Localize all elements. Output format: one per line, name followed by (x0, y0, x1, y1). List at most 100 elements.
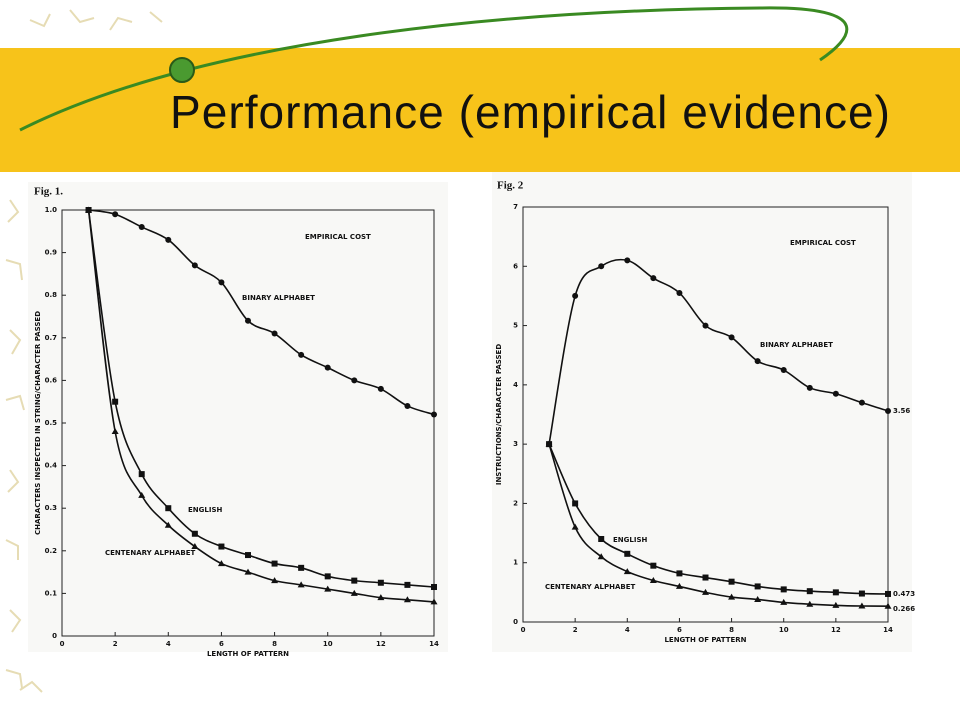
y-tick-label: 0.6 (45, 376, 58, 384)
marker (702, 588, 709, 595)
marker (191, 530, 198, 537)
marker (832, 601, 840, 608)
annotation: CENTENARY ALPHABET (105, 549, 196, 557)
x-tick-label: 8 (272, 640, 277, 648)
annotation: EMPIRICAL COST (305, 233, 371, 241)
marker (112, 211, 119, 218)
marker (598, 263, 605, 270)
marker (806, 384, 813, 391)
marker (885, 590, 891, 597)
marker (138, 491, 146, 498)
x-axis-label: LENGTH OF PATTERN (664, 636, 746, 644)
y-tick-label: 0 (52, 632, 57, 640)
y-axis-label: CHARACTERS INSPECTED IN STRING/CHARACTER… (34, 311, 42, 535)
marker (350, 589, 358, 596)
marker (165, 236, 172, 243)
marker (806, 600, 814, 607)
x-tick-label: 10 (323, 640, 333, 648)
marker (885, 407, 891, 414)
marker (218, 279, 225, 286)
x-tick-label: 12 (831, 626, 841, 634)
marker (676, 289, 683, 296)
marker (650, 562, 657, 569)
marker (165, 505, 172, 512)
marker (271, 330, 278, 337)
x-tick-label: 0 (60, 640, 65, 648)
marker (430, 598, 438, 605)
x-tick-label: 8 (729, 626, 734, 634)
figure-panel (492, 172, 912, 652)
y-tick-label: 0.2 (45, 547, 58, 555)
y-tick-label: 6 (513, 262, 518, 270)
series-line (548, 258, 889, 445)
marker (404, 402, 411, 409)
marker (675, 582, 683, 589)
marker (297, 581, 305, 588)
marker (754, 358, 761, 365)
marker (324, 585, 332, 592)
slide-title: Performance (empirical evidence) (170, 86, 890, 138)
marker (431, 584, 437, 591)
x-tick-label: 14 (429, 640, 439, 648)
x-tick-label: 14 (883, 626, 893, 634)
annotation: ENGLISH (188, 506, 222, 514)
bullet (169, 57, 195, 83)
end-value-label: 0.473 (893, 590, 915, 598)
y-tick-label: 3 (513, 440, 518, 448)
marker (597, 553, 605, 560)
marker (702, 322, 709, 329)
marker (702, 574, 709, 581)
marker (649, 577, 657, 583)
marker (404, 581, 411, 588)
marker (572, 500, 579, 507)
marker (191, 543, 199, 550)
x-tick-label: 0 (521, 626, 526, 634)
x-tick-label: 12 (376, 640, 386, 648)
annotation: ENGLISH (613, 536, 647, 544)
marker (191, 262, 198, 269)
x-tick-label: 2 (573, 626, 578, 634)
y-tick-label: 0.1 (45, 589, 58, 597)
x-axis-label: LENGTH OF PATTERN (207, 650, 289, 658)
marker (624, 550, 631, 557)
marker (650, 275, 657, 282)
marker (572, 292, 579, 299)
marker (324, 364, 331, 371)
marker (85, 206, 93, 213)
x-tick-label: 4 (166, 640, 171, 648)
marker (806, 588, 813, 595)
y-axis-label: INSTRUCTIONS/CHARACTER PASSED (495, 344, 503, 485)
marker (754, 595, 762, 602)
x-tick-label: 6 (219, 640, 224, 648)
x-tick-label: 4 (625, 626, 630, 634)
y-tick-label: 1.0 (45, 206, 58, 214)
marker (780, 586, 787, 593)
marker (377, 579, 384, 586)
marker (244, 568, 252, 575)
y-tick-label: 2 (513, 499, 518, 507)
marker (245, 317, 251, 324)
x-tick-label: 10 (779, 626, 789, 634)
y-tick-label: 1 (513, 559, 518, 567)
marker (245, 552, 251, 559)
annotation: EMPIRICAL COST (790, 239, 856, 247)
end-value-label: 0.266 (893, 605, 915, 613)
marker (271, 577, 279, 584)
marker (298, 564, 305, 571)
end-value-label: 3.56 (893, 407, 910, 415)
marker (138, 224, 145, 231)
annotation: BINARY ALPHABET (242, 294, 315, 302)
marker (545, 440, 553, 447)
y-tick-label: 5 (513, 322, 518, 330)
marker (351, 377, 358, 384)
marker (324, 573, 331, 580)
marker (598, 536, 605, 542)
y-tick-label: 0.8 (45, 291, 58, 299)
marker (780, 367, 787, 374)
marker (271, 560, 278, 567)
marker (571, 523, 579, 530)
marker (218, 543, 225, 550)
marker (728, 334, 735, 341)
marker (351, 577, 358, 584)
